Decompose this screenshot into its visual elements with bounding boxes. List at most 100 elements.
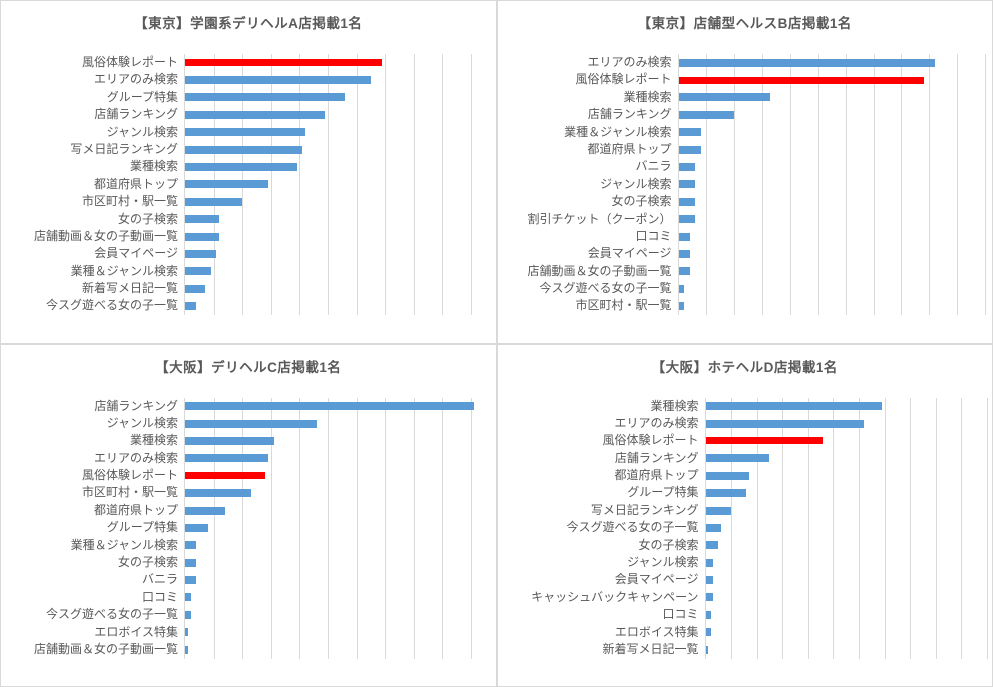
category-label: 業種＆ジャンル検索 bbox=[564, 124, 672, 139]
bar-row bbox=[705, 415, 988, 432]
highlight-bar bbox=[185, 472, 266, 480]
category-label: 口コミ bbox=[141, 589, 178, 604]
bar bbox=[185, 267, 211, 276]
chart-title: 【大阪】ホテヘルD店掲載1名 bbox=[651, 359, 838, 375]
bar bbox=[185, 145, 303, 154]
category-label: 今スグ遊べる女の子一覧 bbox=[566, 520, 699, 535]
category-label: 口コミ bbox=[635, 228, 672, 243]
gridline bbox=[734, 54, 736, 315]
plot-area bbox=[184, 54, 480, 315]
bar bbox=[185, 302, 197, 311]
bar-row bbox=[185, 450, 480, 467]
category-label: バニラ bbox=[141, 572, 178, 587]
category-label: 会員マイページ bbox=[614, 572, 699, 587]
category-label: 都道府県トップ bbox=[614, 468, 699, 483]
gridline bbox=[935, 397, 937, 659]
bar bbox=[185, 128, 306, 137]
bar-row bbox=[185, 106, 480, 123]
category-label: 写メ日記ランキング bbox=[590, 502, 699, 517]
category-label: 店舗ランキング bbox=[587, 107, 672, 122]
category-label: グループ特集 bbox=[106, 89, 178, 104]
category-label: 今スグ遊べる女の子一覧 bbox=[45, 607, 178, 622]
category-label: グループ特集 bbox=[106, 520, 178, 535]
gridline bbox=[327, 397, 329, 659]
category-axis: 店舗ランキング ジャンル検索 業種検索 エリアのみ検索 風俗体験レポート 市区町村・駅一覧… bbox=[1, 398, 184, 659]
category-label: 店舗ランキング bbox=[94, 107, 178, 122]
chart-panel-tokyo-b: 【東京】店舗型ヘルスB店掲載1名 エリアのみ検索風俗体験レポート業種検索店舗ラン… bbox=[496, 0, 993, 344]
bar-row bbox=[185, 124, 480, 141]
gridline bbox=[327, 54, 329, 315]
bar bbox=[678, 145, 701, 154]
bar-row bbox=[185, 502, 480, 519]
category-label: 女の子検索 bbox=[117, 555, 178, 570]
bar bbox=[705, 576, 714, 585]
bar-row bbox=[185, 176, 480, 193]
bar bbox=[185, 197, 243, 206]
category-label: 風俗体験レポート bbox=[575, 72, 672, 87]
category-label: 市区町村・駅一覧 bbox=[81, 485, 178, 500]
gridline bbox=[985, 54, 986, 315]
category-label: 業種検索 bbox=[623, 89, 672, 104]
bar-row bbox=[185, 554, 480, 571]
category-axis: エリアのみ検索 風俗体験レポート 業種検索 店舗ランキング 業種＆ジャンル検索 都道府県ト… bbox=[498, 54, 678, 315]
gridline bbox=[884, 397, 886, 659]
category-label: 風俗体験レポート bbox=[602, 433, 699, 448]
bar-row bbox=[185, 71, 480, 88]
gridline bbox=[706, 54, 708, 315]
bar-row bbox=[185, 467, 480, 484]
category-label: 今スグ遊べる女の子一覧 bbox=[45, 298, 178, 313]
bar bbox=[185, 523, 208, 532]
category-label: エリアのみ検索 bbox=[587, 55, 672, 69]
category-label: 風俗体験レポート bbox=[81, 468, 178, 483]
bar-row bbox=[185, 606, 480, 623]
category-label: 業種検索 bbox=[129, 159, 178, 174]
chart-title: 【東京】学園系デリヘルA店掲載1名 bbox=[134, 16, 363, 31]
bar-row bbox=[705, 606, 988, 623]
gridline bbox=[859, 397, 861, 659]
bar bbox=[705, 419, 865, 428]
gridline bbox=[356, 397, 358, 659]
category-label: 業種検索 bbox=[129, 433, 178, 448]
bar-row bbox=[185, 141, 480, 158]
bar bbox=[705, 489, 747, 498]
category-label: 口コミ bbox=[662, 607, 699, 622]
bar bbox=[678, 128, 701, 137]
bar-row bbox=[678, 193, 986, 210]
category-label: 女の子検索 bbox=[611, 194, 672, 209]
gridline bbox=[901, 54, 903, 315]
bar-row bbox=[185, 484, 480, 501]
bar bbox=[705, 610, 711, 619]
bar bbox=[185, 232, 220, 241]
bar-row bbox=[705, 554, 988, 571]
gridline bbox=[385, 397, 387, 659]
gridline bbox=[833, 397, 835, 659]
gridline bbox=[270, 397, 272, 659]
bar bbox=[678, 197, 696, 206]
bar bbox=[185, 436, 274, 445]
category-label: 店舗ランキング bbox=[614, 450, 699, 465]
bar-chart-osaka-c: 店舗ランキング ジャンル検索 業種検索 エリアのみ検索 風俗体験レポート 市区町村・駅一覧… bbox=[1, 397, 496, 659]
bar bbox=[705, 593, 714, 602]
category-label: 業種＆ジャンル検索 bbox=[70, 263, 178, 278]
category-label: 新着写メ日記一覧 bbox=[602, 641, 699, 656]
bar-row bbox=[185, 89, 480, 106]
bar bbox=[185, 558, 197, 567]
category-label: 写メ日記ランキング bbox=[70, 141, 178, 156]
gridline bbox=[299, 397, 301, 659]
category-label: 店舗動画＆女の子動画一覧 bbox=[33, 228, 178, 243]
bar bbox=[185, 284, 205, 293]
bar-row bbox=[678, 228, 986, 245]
category-label: エロボイス特集 bbox=[94, 624, 178, 639]
bar bbox=[185, 628, 188, 637]
gridline bbox=[213, 397, 215, 659]
chart-title: 【東京】店舗型ヘルスB店掲載1名 bbox=[637, 16, 852, 31]
bar-row bbox=[185, 624, 480, 641]
bar bbox=[705, 471, 749, 480]
category-label: ジャンル検索 bbox=[600, 176, 672, 191]
bar-row bbox=[705, 432, 988, 449]
bar bbox=[185, 110, 326, 119]
category-label: 市区町村・駅一覧 bbox=[575, 298, 672, 313]
category-label: 女の子検索 bbox=[117, 211, 178, 226]
bar-row bbox=[185, 263, 480, 280]
bar-chart-tokyo-b: エリアのみ検索 風俗体験レポート 業種検索 店舗ランキング 業種＆ジャンル検索 都道府県ト… bbox=[498, 54, 993, 315]
